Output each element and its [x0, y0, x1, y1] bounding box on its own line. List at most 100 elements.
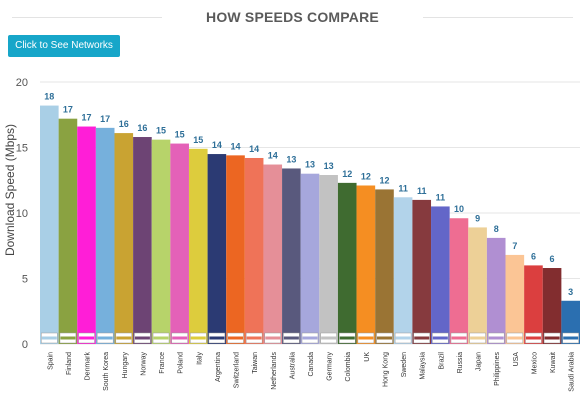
bar: [263, 164, 283, 344]
flag-stripe: [376, 336, 392, 340]
y-tick-label: 0: [22, 339, 28, 351]
flag-stripe: [283, 336, 299, 340]
data-label: 16: [137, 123, 147, 133]
x-tick-label: Hungary: [122, 352, 129, 379]
data-label: 13: [286, 154, 296, 164]
flag-stripe: [228, 336, 244, 340]
flag-stripe: [116, 336, 132, 340]
x-tick-label: Norway: [140, 352, 147, 376]
y-tick-label: 5: [22, 274, 28, 286]
bar: [431, 206, 450, 344]
data-label: 15: [193, 135, 203, 145]
flag-stripe: [97, 336, 113, 340]
flag-stripe: [302, 336, 318, 340]
flag-stripe: [414, 336, 430, 340]
x-tick-label: Switzerland: [234, 352, 241, 388]
x-tick-label: Argentina: [215, 352, 222, 382]
data-label: 11: [436, 192, 446, 202]
bar: [505, 254, 525, 344]
bar: [337, 182, 357, 344]
x-tick-label: UK: [364, 352, 371, 362]
flag-stripe: [153, 336, 169, 340]
x-tick-label: Germany: [327, 352, 334, 381]
chart-bars: [40, 105, 580, 345]
x-tick-label: Saudi Arabia: [569, 352, 576, 392]
x-axis-labels: Spain Finland Denmark South Korea Hungary Nor…: [47, 352, 575, 392]
bar: [170, 143, 189, 344]
flag-stripe: [134, 336, 150, 340]
bar: [40, 105, 59, 344]
x-tick-label: USA: [513, 352, 520, 367]
bar: [542, 268, 562, 344]
x-tick-label: Japan: [476, 352, 483, 371]
x-tick-label: Hong Kong: [382, 352, 389, 387]
data-label: 12: [379, 175, 389, 185]
y-tick-label: 20: [16, 77, 28, 89]
data-label: 7: [512, 241, 517, 251]
x-tick-label: Finland: [66, 352, 73, 375]
data-label: 14: [231, 141, 241, 151]
x-tick-label: Mexico: [531, 352, 538, 374]
data-label: 8: [494, 224, 499, 234]
data-label: 3: [568, 287, 573, 297]
data-label: 13: [324, 161, 334, 171]
bar: [356, 185, 376, 344]
flag-stripe: [395, 336, 411, 340]
see-networks-button[interactable]: Click to See Networks: [8, 35, 120, 57]
flag-stripe: [544, 336, 560, 340]
x-tick-label: Australia: [289, 352, 296, 379]
data-label: 14: [268, 151, 278, 161]
data-label: 6: [550, 254, 555, 264]
bar: [188, 148, 208, 344]
flag-stripe: [339, 336, 355, 340]
bar: [282, 168, 301, 344]
flag-stripe: [451, 336, 467, 340]
flag-stripe: [358, 336, 374, 340]
data-label: 18: [44, 92, 54, 102]
bar: [77, 126, 96, 344]
flag-stripe: [563, 336, 579, 340]
x-tick-label: Kuwait: [550, 352, 557, 373]
flag-stripe: [60, 336, 76, 340]
flag-stripe: [265, 336, 281, 340]
x-tick-label: Philippines: [494, 352, 501, 386]
bar: [393, 197, 413, 344]
x-tick-label: Taiwan: [252, 352, 259, 374]
flag-stripe: [525, 336, 541, 340]
bar: [95, 127, 115, 344]
bar: [58, 118, 78, 345]
y-axis-label: Download Speed (Mbps): [3, 124, 17, 256]
flag-stripe: [172, 336, 188, 340]
x-tick-label: Denmark: [85, 352, 92, 381]
flag-stripe: [209, 336, 225, 340]
x-tick-label: Malaysia: [420, 352, 427, 380]
x-tick-label: Poland: [178, 352, 185, 374]
bar: [244, 157, 264, 344]
bar: [300, 173, 320, 344]
flag-stripe: [432, 336, 448, 340]
chart-data-labels: 18 17 17 17 16 16 15 15 15 14 14 14 14 13 13 13 12 12 12 11…: [44, 92, 573, 297]
page-title: HOW SPEEDS COMPARE: [206, 9, 379, 25]
data-label: 12: [361, 171, 371, 181]
bar: [133, 137, 152, 344]
y-tick-label: 15: [16, 143, 28, 155]
data-label: 11: [417, 186, 427, 196]
y-tick-label: 10: [16, 208, 28, 220]
bar: [375, 189, 394, 344]
data-label: 9: [475, 213, 480, 223]
flag-stripe: [321, 336, 337, 340]
title-rule-left: [12, 17, 162, 18]
y-axis-ticks: 0 5 10 15 20: [16, 77, 28, 351]
country-flags: [41, 332, 579, 344]
flag-stripe: [79, 336, 95, 340]
data-label: 14: [249, 144, 259, 154]
flag-stripe: [246, 336, 262, 340]
data-label: 6: [531, 251, 536, 261]
bar: [412, 199, 432, 344]
bar: [319, 175, 338, 344]
flag-stripe: [41, 336, 57, 340]
x-tick-label: Netherlands: [271, 352, 278, 390]
data-label: 15: [156, 126, 166, 136]
data-label: 16: [119, 119, 129, 129]
